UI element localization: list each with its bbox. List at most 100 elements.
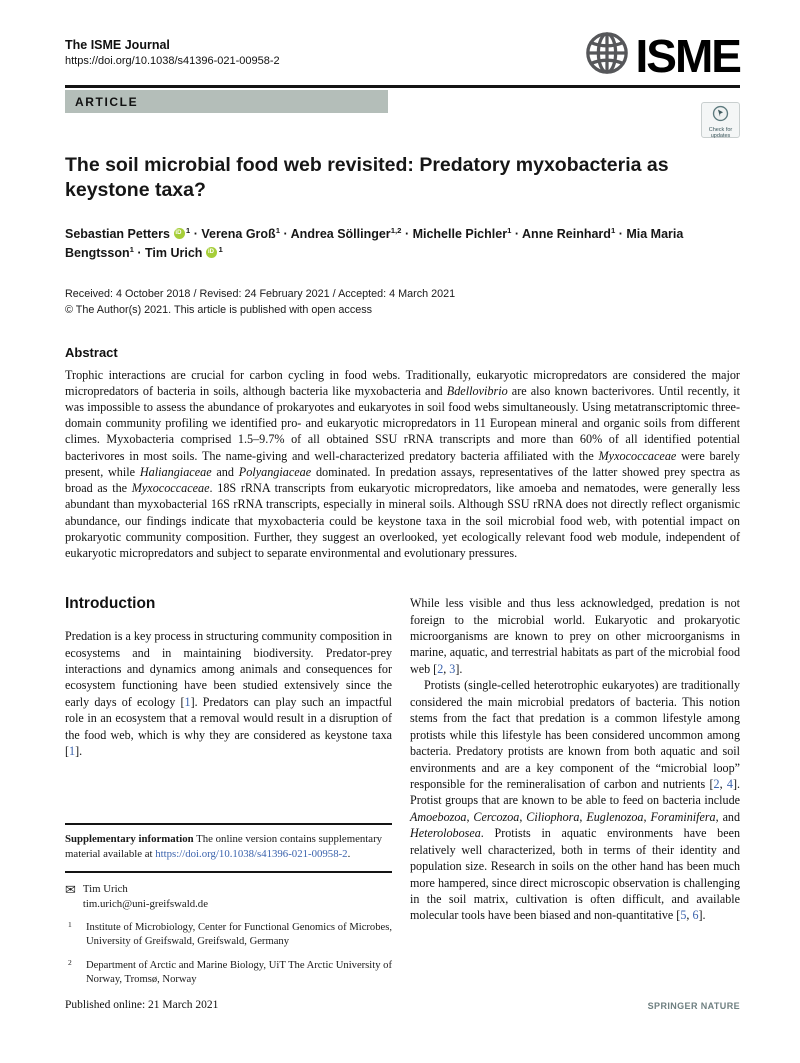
correspondence-email: tim.urich@uni-greifswald.de xyxy=(82,897,208,910)
body-paragraph: While less visible and thus less acknowl… xyxy=(410,595,740,677)
text-segment: were barely present, while xyxy=(65,448,740,479)
text-segment: Foraminifera xyxy=(650,809,716,824)
isme-logo: ISME xyxy=(584,30,742,81)
affiliation-1-number: 1 xyxy=(68,919,72,929)
body-columns: Introduction Predation is a key process … xyxy=(65,595,740,987)
text-segment: , xyxy=(519,809,527,824)
text-link[interactable]: 6 xyxy=(692,908,699,923)
correspondence: ✉ Tim Urich tim.urich@uni-greifswald.de xyxy=(65,882,392,912)
footnote-block: Supplementary information The online ver… xyxy=(65,823,392,987)
text-segment: Predation is a key process in structurin… xyxy=(65,629,392,709)
affiliation-2-number: 2 xyxy=(68,957,72,967)
text-segment: 1 xyxy=(185,225,191,235)
text-segment: , and xyxy=(715,809,741,824)
body-paragraph: Protists (single-celled heterotrophic eu… xyxy=(410,677,740,924)
text-segment: , xyxy=(643,809,651,824)
text-segment: Myxococcaceae xyxy=(131,481,210,496)
text-segment: · xyxy=(401,226,413,241)
correspondence-details: Tim Urich tim.urich@uni-greifswald.de xyxy=(83,882,208,912)
introduction-heading: Introduction xyxy=(65,595,156,613)
text-segment: 1 xyxy=(129,244,134,254)
affiliation-1: 1 Institute of Microbiology, Center for … xyxy=(65,919,392,950)
text-segment: Bdellovibrio xyxy=(446,383,508,398)
text-segment: , xyxy=(443,661,450,676)
article-title: The soil microbial food web revisited: P… xyxy=(65,154,669,201)
article-type-bar: ARTICLE xyxy=(65,90,388,113)
text-link[interactable]: 4 xyxy=(726,776,733,791)
text-segment: Ciliophora xyxy=(526,809,580,824)
text-segment: Tim Urich xyxy=(145,245,203,260)
text-segment: Cercozoa xyxy=(473,809,520,824)
article-type-label: ARTICLE xyxy=(75,94,139,109)
text-segment: and xyxy=(211,464,239,479)
text-segment: ]. Predators can play such an impactful … xyxy=(65,694,392,759)
envelope-icon: ✉ xyxy=(65,881,76,897)
authors-line: Sebastian Petters1 · Verena Groß1 · Andr… xyxy=(65,225,725,264)
text-link[interactable]: 2 xyxy=(713,776,720,791)
text-segment: , xyxy=(686,908,693,923)
text-segment: 1,2 xyxy=(390,225,402,235)
article-meta: Received: 4 October 2018 / Revised: 24 F… xyxy=(65,287,740,318)
text-segment: Anne Reinhard xyxy=(522,226,611,241)
text-segment: · xyxy=(615,226,627,241)
header-rule xyxy=(65,85,740,88)
text-segment: · xyxy=(190,226,202,241)
text-segment: While less visible and thus less acknowl… xyxy=(410,596,740,676)
check-updates-label: Check for updates xyxy=(708,127,733,140)
left-column: Introduction Predation is a key process … xyxy=(65,595,392,987)
text-segment: . Protists in aquatic environments have … xyxy=(410,826,740,923)
orcid-icon[interactable] xyxy=(173,227,185,239)
published-online: Published online: 21 March 2021 xyxy=(65,999,219,1012)
supplementary-info: Supplementary information The online ver… xyxy=(65,825,392,871)
text-segment: Mia Maria Bengtsson xyxy=(65,226,684,260)
journal-name: The ISME Journal xyxy=(65,38,170,52)
text-link[interactable]: 1 xyxy=(184,694,191,709)
journal-doi: https://doi.org/10.1038/s41396-021-00958… xyxy=(65,55,280,67)
text-segment: Sebastian Petters xyxy=(65,226,170,241)
affiliation-2-text: Department of Arctic and Marine Biology,… xyxy=(86,959,392,985)
text-segment: Amoebozoa xyxy=(410,809,467,824)
text-segment: , xyxy=(579,809,587,824)
text-segment: Polyangiaceae xyxy=(238,464,312,479)
page-footer: Published online: 21 March 2021 SPRINGER… xyxy=(65,999,740,1011)
page-header: The ISME Journal https://doi.org/10.1038… xyxy=(65,32,742,81)
text-segment: . xyxy=(347,848,351,861)
text-segment: Supplementary information xyxy=(65,833,194,846)
text-segment: 1 xyxy=(218,244,223,254)
text-segment: · xyxy=(511,226,523,241)
text-segment: , xyxy=(466,809,474,824)
text-segment: ]. xyxy=(455,661,463,676)
text-segment: Heterolobosea xyxy=(410,826,481,841)
text-link[interactable]: https://doi.org/10.1038/s41396-021-00958… xyxy=(155,848,348,861)
text-link[interactable]: 2 xyxy=(437,661,444,676)
abstract-heading: Abstract xyxy=(65,344,118,360)
text-link[interactable]: 1 xyxy=(69,744,76,759)
text-segment: ]. Protist groups that are known to be a… xyxy=(410,776,741,808)
check-for-updates-badge[interactable]: Check for updates xyxy=(701,102,740,140)
text-segment: 1 xyxy=(507,225,512,235)
text-link[interactable]: 3 xyxy=(449,661,456,676)
text-segment: · xyxy=(133,245,146,260)
footnote-rule-top xyxy=(65,823,392,826)
text-segment: , xyxy=(719,776,727,791)
check-updates-icon xyxy=(712,105,729,127)
text-segment: Haliangiaceae xyxy=(139,464,212,479)
journal-info: The ISME Journal https://doi.org/10.1038… xyxy=(65,36,280,67)
intro-paragraph: Predation is a key process in structurin… xyxy=(65,628,392,760)
copyright-line: © The Author(s) 2021. This article is pu… xyxy=(65,303,373,316)
text-segment: Myxococcaceae xyxy=(598,448,677,463)
intro-section: Introduction Predation is a key process … xyxy=(65,595,392,760)
springer-nature-logo: SPRINGER NATURE xyxy=(647,1001,740,1012)
text-segment: Verena Groß xyxy=(201,226,276,241)
abstract-text: Trophic interactions are crucial for car… xyxy=(65,367,740,562)
text-segment: 1 xyxy=(610,225,616,235)
orcid-icon[interactable] xyxy=(206,246,218,258)
text-segment: dominated. In predation assays, represen… xyxy=(65,464,740,496)
article-bar-row: ARTICLE Check for updates xyxy=(65,90,740,139)
text-segment: Michelle Pichler xyxy=(412,226,508,241)
text-segment: 1 xyxy=(275,225,280,235)
text-link[interactable]: 5 xyxy=(680,908,687,923)
text-segment: The online version contains supplementar… xyxy=(65,833,383,861)
text-segment: Euglenozoa xyxy=(586,809,644,824)
